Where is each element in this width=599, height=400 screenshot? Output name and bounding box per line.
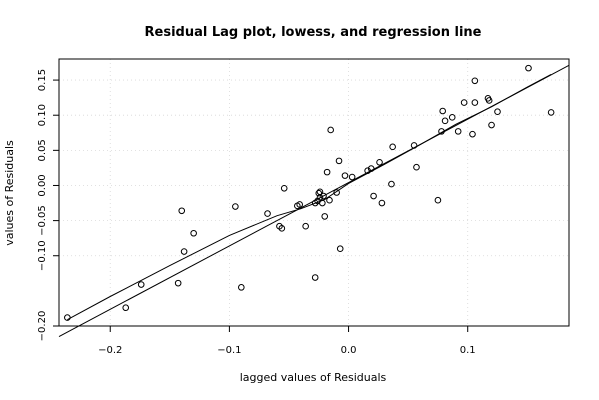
x-axis: −0.2 −0.1 0.0 0.1 xyxy=(98,326,476,356)
data-point xyxy=(367,165,375,172)
data-point xyxy=(434,196,442,204)
data-point xyxy=(122,304,130,312)
data-point xyxy=(137,281,145,288)
data-point xyxy=(469,130,476,138)
data-point xyxy=(264,210,271,217)
data-point xyxy=(319,199,326,207)
y-tick-label: 0.00 xyxy=(37,174,48,196)
chart-title: Residual Lag plot, lowess, and regressio… xyxy=(145,25,482,40)
data-point xyxy=(326,196,333,204)
y-axis-label: values of Residuals xyxy=(3,140,16,246)
scatter-points xyxy=(64,64,555,321)
y-tick-label: −0.05 xyxy=(37,205,48,236)
data-point xyxy=(388,180,395,188)
data-point xyxy=(488,121,495,129)
data-point xyxy=(316,194,324,201)
data-point xyxy=(378,199,386,207)
data-point xyxy=(441,117,449,125)
lowess-curve xyxy=(67,74,552,321)
data-point xyxy=(321,213,329,220)
data-point xyxy=(348,173,356,181)
data-point xyxy=(485,97,493,104)
data-point xyxy=(494,108,501,115)
x-tick-label: 0.1 xyxy=(460,345,476,356)
x-tick-label: −0.2 xyxy=(98,345,122,356)
data-point xyxy=(296,201,304,208)
data-point xyxy=(410,142,418,149)
data-point xyxy=(336,245,344,253)
y-tick-label: 0.15 xyxy=(37,69,48,91)
data-point xyxy=(323,168,331,176)
data-point xyxy=(438,128,445,135)
x-tick-label: −0.1 xyxy=(217,345,241,356)
data-point xyxy=(471,77,479,85)
grid xyxy=(59,59,569,327)
data-point xyxy=(278,225,286,232)
data-point xyxy=(64,314,71,321)
x-axis-label: lagged values of Residuals xyxy=(240,371,387,384)
data-point xyxy=(320,192,327,200)
data-point xyxy=(333,189,340,196)
data-point xyxy=(389,143,396,151)
data-point xyxy=(335,157,343,165)
data-point xyxy=(341,172,349,179)
data-point xyxy=(376,158,383,166)
y-tick-label: −0.10 xyxy=(37,240,48,271)
data-point xyxy=(174,279,182,287)
data-point xyxy=(370,192,377,200)
data-point xyxy=(364,167,371,175)
y-tick-label: 0.05 xyxy=(37,139,48,161)
data-point xyxy=(448,114,456,121)
data-point xyxy=(413,163,420,171)
x-tick-label: 0.0 xyxy=(341,345,357,356)
data-point xyxy=(280,184,288,192)
data-point xyxy=(302,222,309,230)
data-point xyxy=(439,107,446,115)
data-point xyxy=(525,64,532,72)
data-point xyxy=(315,189,323,197)
data-point xyxy=(327,126,334,134)
y-tick-label: −0.20 xyxy=(37,311,48,342)
data-point xyxy=(311,274,319,281)
data-point xyxy=(190,229,197,237)
data-point xyxy=(180,248,188,255)
data-point xyxy=(232,203,239,210)
y-axis: −0.20 −0.10 −0.05 0.00 0.05 0.10 0.15 xyxy=(37,69,59,341)
data-point xyxy=(471,99,479,106)
data-point xyxy=(238,284,245,291)
y-tick-label: 0.10 xyxy=(37,104,48,126)
plot-frame xyxy=(58,58,570,327)
data-point xyxy=(454,128,462,135)
data-point xyxy=(547,109,555,116)
data-point xyxy=(460,99,468,106)
data-point xyxy=(178,207,186,215)
